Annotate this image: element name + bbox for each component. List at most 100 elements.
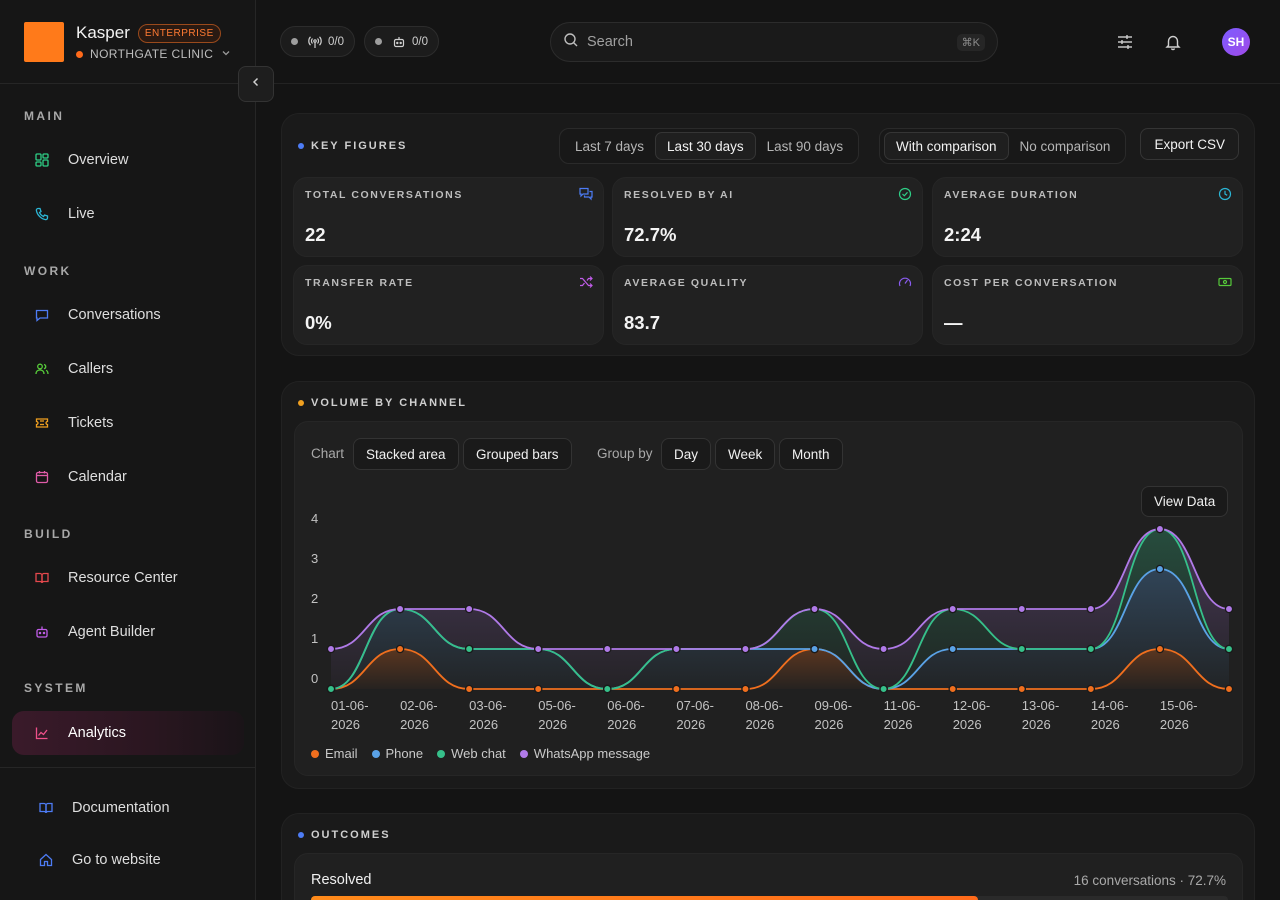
- no-comparison-button[interactable]: No comparison: [1019, 138, 1111, 154]
- data-point[interactable]: [1017, 604, 1027, 614]
- data-point[interactable]: [1086, 644, 1096, 654]
- divider: [0, 767, 256, 768]
- sidebar-item-tickets[interactable]: Tickets: [12, 401, 244, 445]
- data-point[interactable]: [948, 644, 957, 654]
- data-point[interactable]: [1224, 604, 1234, 614]
- data-point[interactable]: [1086, 684, 1096, 694]
- stat-value: 83.7: [624, 312, 661, 333]
- live-bots-pill[interactable]: 0/0: [364, 26, 439, 57]
- data-point[interactable]: [879, 684, 888, 694]
- group-month-button[interactable]: Month: [779, 438, 843, 470]
- data-point[interactable]: [1224, 684, 1234, 694]
- legend-item-email[interactable]: Email: [311, 746, 358, 761]
- book-open-icon: [34, 570, 50, 586]
- volume-by-channel-card: VOLUME BY CHANNEL Chart Stacked area Gro…: [281, 381, 1255, 789]
- data-point[interactable]: [948, 604, 957, 614]
- with-comparison-button[interactable]: With comparison: [884, 132, 1009, 160]
- sidebar-item-overview[interactable]: Overview: [12, 138, 244, 182]
- section-dot: [298, 143, 304, 149]
- data-point[interactable]: [948, 684, 957, 694]
- data-point[interactable]: [741, 644, 750, 654]
- sidebar-item-callers[interactable]: Callers: [12, 347, 244, 391]
- data-point[interactable]: [326, 644, 336, 654]
- export-csv-button[interactable]: Export CSV: [1140, 128, 1239, 160]
- org-name: NORTHGATE CLINIC: [90, 47, 214, 61]
- sidebar-item-live[interactable]: Live: [12, 192, 244, 236]
- data-point[interactable]: [672, 644, 681, 654]
- sidebar-item-documentation[interactable]: Documentation: [12, 786, 244, 830]
- data-point[interactable]: [879, 644, 888, 654]
- ticket-icon: [34, 415, 50, 431]
- avatar[interactable]: SH: [1222, 28, 1250, 56]
- sidebar-item-website[interactable]: Go to website: [12, 838, 244, 882]
- sidebar-item-conversations[interactable]: Conversations: [12, 293, 244, 337]
- sidebar-item-agent-builder[interactable]: Agent Builder: [12, 610, 244, 654]
- data-point[interactable]: [533, 644, 543, 654]
- data-point[interactable]: [1086, 604, 1096, 614]
- sidebar-item-calendar[interactable]: Calendar: [12, 455, 244, 499]
- live-bots-count: 0/0: [412, 35, 428, 48]
- stacked-area-button[interactable]: Stacked area: [353, 438, 459, 470]
- search-bar[interactable]: ⌘K: [550, 22, 998, 62]
- brand[interactable]: Kasper ENTERPRISE NORTHGATE CLINIC: [24, 22, 231, 62]
- phone-icon: [34, 206, 50, 222]
- section-title-text: VOLUME BY CHANNEL: [311, 397, 468, 409]
- collapse-sidebar-button[interactable]: [238, 66, 274, 102]
- status-dot: [291, 38, 298, 45]
- org-switcher[interactable]: NORTHGATE CLINIC: [76, 47, 231, 61]
- sidebar-item-resource-center[interactable]: Resource Center: [12, 556, 244, 600]
- x-tick-label: 14-06-2026: [1091, 698, 1129, 732]
- sidebar-item-analytics[interactable]: Analytics: [12, 711, 244, 755]
- data-point[interactable]: [533, 684, 543, 694]
- data-point[interactable]: [464, 684, 474, 694]
- legend-item-whatsapp[interactable]: WhatsApp message: [519, 746, 650, 761]
- data-point[interactable]: [464, 644, 474, 654]
- range-90-days-button[interactable]: Last 90 days: [766, 138, 844, 154]
- live-calls-pill[interactable]: 0/0: [280, 26, 355, 57]
- legend-item-phone[interactable]: Phone: [371, 746, 423, 761]
- stat-label: AVERAGE QUALITY: [624, 277, 749, 289]
- group-day-button[interactable]: Day: [661, 438, 712, 470]
- filters-icon[interactable]: [1114, 31, 1136, 53]
- grouped-bars-button[interactable]: Grouped bars: [463, 438, 572, 470]
- data-point[interactable]: [464, 604, 474, 614]
- data-point[interactable]: [326, 684, 336, 694]
- outcomes-panel: Resolved 16 conversations · 72.7%: [294, 853, 1243, 900]
- data-point[interactable]: [672, 684, 681, 694]
- outcome-bar-track: [311, 896, 1228, 900]
- range-7-days-button[interactable]: Last 7 days: [575, 138, 645, 154]
- search-input[interactable]: [587, 34, 957, 50]
- outcomes-title: OUTCOMES: [298, 829, 391, 841]
- bell-icon[interactable]: [1162, 31, 1184, 53]
- data-point[interactable]: [395, 604, 405, 614]
- bot-icon: [34, 624, 50, 640]
- sidebar-item-label: Documentation: [72, 800, 170, 816]
- data-point[interactable]: [1017, 684, 1027, 694]
- data-point[interactable]: [1155, 524, 1165, 534]
- users-icon: [34, 361, 50, 377]
- stat-label: RESOLVED BY AI: [624, 189, 734, 201]
- view-data-button[interactable]: View Data: [1141, 486, 1229, 517]
- range-30-days-button[interactable]: Last 30 days: [655, 132, 756, 160]
- divider: [0, 83, 256, 84]
- data-point[interactable]: [1017, 644, 1027, 654]
- date-range-selector: Last 7 days Last 30 days Last 90 days: [559, 128, 860, 164]
- data-point[interactable]: [395, 644, 405, 654]
- data-point[interactable]: [741, 684, 750, 694]
- chat-bubbles-icon: [579, 187, 593, 201]
- data-point[interactable]: [603, 684, 612, 694]
- data-point[interactable]: [810, 644, 819, 654]
- stat-card-total-conversations: TOTAL CONVERSATIONS 22: [293, 177, 604, 257]
- gauge-icon: [898, 275, 912, 289]
- x-tick-label: 07-06-2026: [676, 698, 714, 732]
- data-point[interactable]: [1155, 644, 1165, 654]
- legend-item-web-chat[interactable]: Web chat: [437, 746, 506, 761]
- volume-title: VOLUME BY CHANNEL: [298, 397, 467, 409]
- group-week-button[interactable]: Week: [715, 438, 776, 470]
- data-point[interactable]: [1155, 564, 1165, 574]
- stat-value: 0%: [305, 312, 332, 333]
- data-point[interactable]: [603, 644, 612, 654]
- data-point[interactable]: [810, 604, 819, 614]
- data-point[interactable]: [1224, 644, 1234, 654]
- stat-value: 22: [305, 224, 326, 245]
